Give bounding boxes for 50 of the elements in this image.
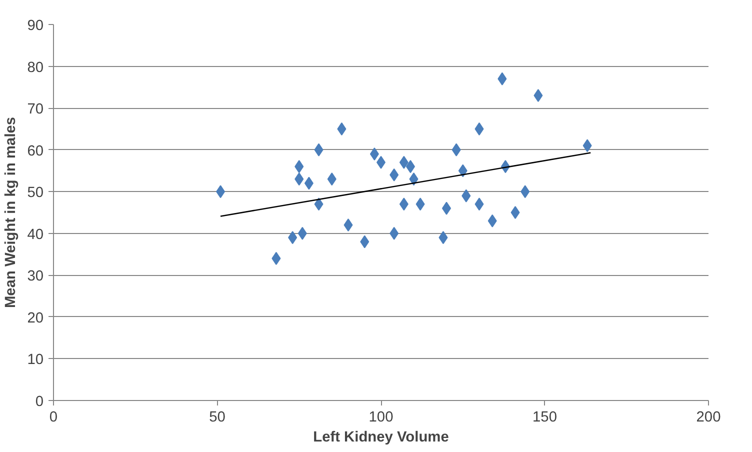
- point: [520, 185, 530, 198]
- point: [462, 189, 471, 202]
- point: [216, 185, 226, 198]
- y-tick-label: 0: [35, 394, 44, 410]
- point: [327, 172, 336, 186]
- point: [298, 226, 307, 240]
- point: [288, 231, 298, 244]
- point: [344, 218, 353, 232]
- point: [534, 89, 543, 102]
- point: [474, 198, 484, 211]
- point: [406, 160, 415, 174]
- y-axis-title: Mean Weight in kg in males: [3, 116, 20, 308]
- point: [416, 198, 425, 211]
- point: [294, 160, 304, 174]
- point: [438, 231, 448, 244]
- point: [272, 252, 281, 265]
- y-tick-label: 30: [27, 268, 44, 285]
- point: [360, 235, 370, 248]
- x-tick-label: 150: [532, 410, 557, 426]
- y-tick-label: 80: [27, 60, 44, 76]
- point: [370, 148, 379, 161]
- point: [498, 72, 507, 86]
- point: [582, 139, 592, 152]
- y-tick-label: 70: [27, 102, 44, 118]
- point: [314, 143, 324, 156]
- x-tick-label: 0: [49, 410, 58, 426]
- point: [510, 206, 520, 219]
- x-axis-title: Left Kidney Volume: [313, 430, 449, 446]
- point: [314, 198, 324, 211]
- point: [474, 122, 484, 136]
- x-tick-label: 200: [696, 410, 721, 426]
- y-tick-label: 50: [27, 185, 44, 202]
- point: [458, 164, 468, 178]
- y-tick-label: 10: [27, 352, 44, 368]
- y-tick-label: 20: [27, 310, 44, 326]
- y-tick-label: 90: [27, 18, 44, 34]
- point: [488, 214, 497, 228]
- y-tick-label: 60: [27, 143, 44, 160]
- point: [390, 168, 399, 182]
- point: [337, 122, 346, 136]
- point: [304, 176, 314, 190]
- point: [390, 226, 399, 240]
- y-tick-label: 40: [27, 226, 44, 243]
- point: [294, 172, 304, 186]
- x-tick-label: 100: [368, 410, 394, 426]
- point: [399, 156, 408, 169]
- x-tick-label: 50: [209, 410, 226, 426]
- point: [409, 172, 418, 186]
- point: [452, 143, 461, 156]
- point: [399, 198, 408, 211]
